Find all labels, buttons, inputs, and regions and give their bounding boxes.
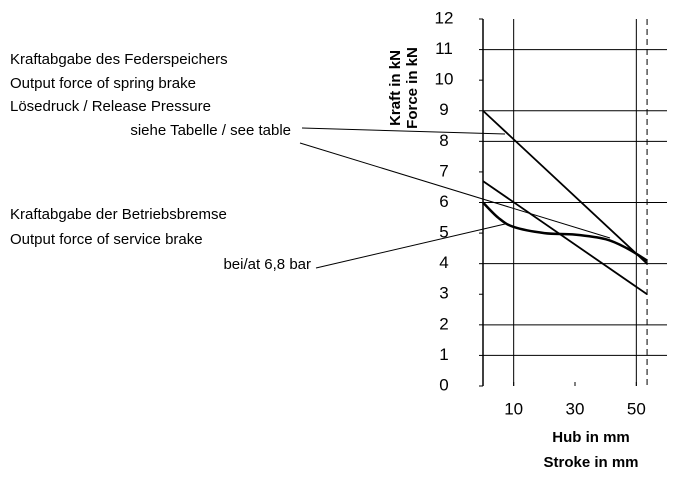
annotation: siehe Tabelle / see table <box>130 122 291 139</box>
series-line <box>482 110 648 265</box>
x-tick-label: 50 <box>627 399 646 418</box>
y-tick-label: 7 <box>439 161 448 180</box>
x-tick-label: 30 <box>566 399 585 418</box>
y-tick-label: 2 <box>439 314 448 333</box>
x-tick-label: 10 <box>504 399 523 418</box>
y-tick-label: 4 <box>439 253 448 272</box>
leader-line <box>301 127 506 135</box>
annotation: Lösedruck / Release Pressure <box>10 98 211 115</box>
annotation: bei/at 6,8 bar <box>223 256 311 273</box>
y-tick-label: 10 <box>435 70 454 89</box>
y-tick-label: 3 <box>439 284 448 303</box>
annotation: Kraftabgabe des Federspeichers <box>10 51 228 68</box>
y-tick-label: 9 <box>439 100 448 119</box>
y-tick-label: 12 <box>435 8 454 27</box>
y-tick-label: 11 <box>435 39 453 58</box>
y-axis-label: Kraft in kN <box>387 50 404 126</box>
series-line <box>482 180 648 295</box>
x-axis-label: Stroke in mm <box>543 454 638 471</box>
leader-line <box>299 142 611 239</box>
y-tick-label: 5 <box>439 223 448 242</box>
annotation: Output force of spring brake <box>10 75 196 92</box>
y-tick-label: 6 <box>439 192 448 211</box>
y-tick-label: 0 <box>439 375 448 394</box>
leader-line <box>315 223 506 269</box>
annotation: Output force of service brake <box>10 231 203 248</box>
leader-lines <box>299 127 611 269</box>
y-tick-label: 1 <box>439 345 448 364</box>
annotation: Kraftabgabe der Betriebsbremse <box>10 206 227 223</box>
x-axis-label: Hub in mm <box>552 429 630 446</box>
series-line <box>482 201 648 262</box>
y-tick-label: 8 <box>439 131 448 150</box>
y-axis-label: Force in kN <box>404 47 421 129</box>
